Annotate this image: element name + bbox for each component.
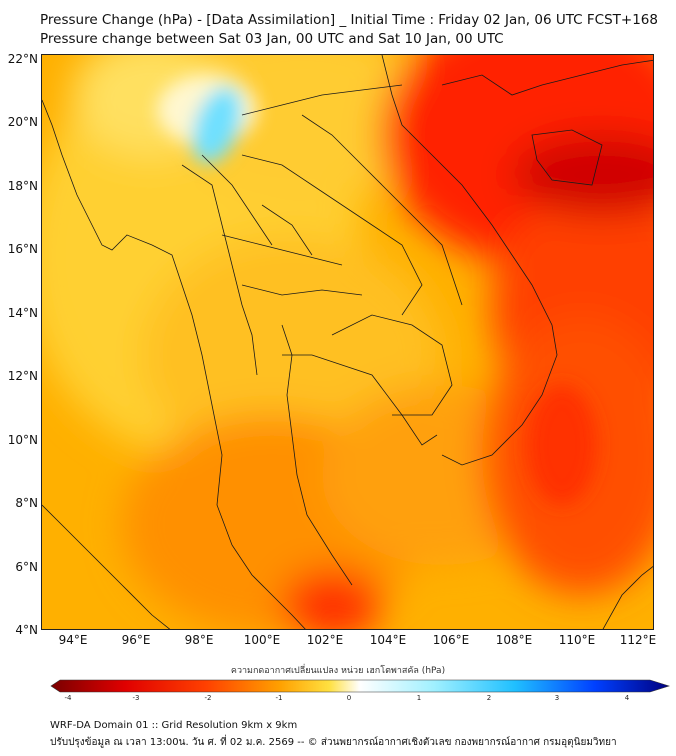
- footer-update-info: ปรับปรุงข้อมูล ณ เวลา 13:00น. วัน ศ. ที่…: [50, 737, 617, 748]
- coastline-gulf-west: [281, 324, 353, 586]
- lat-label: 4°N: [15, 623, 38, 637]
- chart-subtitle: Pressure change between Sat 03 Jan, 00 U…: [40, 31, 504, 47]
- coastline-myanmar: [42, 99, 233, 546]
- colorbar-label: ความกดอากาศเปลี่ยนแปลง หน่วย เฮกโตพาสคัล…: [230, 666, 446, 676]
- lon-label: 110°E: [558, 633, 596, 647]
- lon-label: 108°E: [495, 633, 533, 647]
- lon-label: 106°E: [432, 633, 470, 647]
- lon-label: 100°E: [243, 633, 281, 647]
- border-china-north: [241, 84, 403, 116]
- colorbar-tick: 2: [486, 694, 492, 702]
- lon-label: 112°E: [619, 633, 657, 647]
- coastline-vietnam: [381, 55, 558, 466]
- border-cambodia: [331, 314, 453, 416]
- border-thai-laos: [241, 154, 423, 316]
- lon-label: 96°E: [121, 633, 151, 647]
- colorbar-tick: 3: [554, 694, 560, 702]
- colorbar-tick: -3: [132, 694, 140, 702]
- border-laos-vietnam: [301, 114, 463, 306]
- lat-label: 6°N: [15, 560, 38, 574]
- coastline-hainan: [531, 129, 603, 186]
- footer-domain-info: WRF-DA Domain 01 :: Grid Resolution 9km …: [50, 720, 298, 731]
- field-cyan-patch: [192, 86, 242, 164]
- lon-label: 94°E: [58, 633, 88, 647]
- lon-label: 102°E: [306, 633, 344, 647]
- border-internal-3: [261, 204, 313, 256]
- border-thai-myanmar: [181, 164, 258, 376]
- lat-label: 22°N: [7, 52, 38, 66]
- colorbar-tick: -1: [275, 694, 283, 702]
- colorbar-tick: 1: [416, 694, 422, 702]
- border-internal-4: [201, 154, 273, 246]
- coastline-borneo: [602, 566, 653, 629]
- field-red-south-low: [282, 570, 382, 629]
- coastline-peninsula: [231, 544, 306, 629]
- colorbar-tick: -2: [204, 694, 212, 702]
- lon-label: 104°E: [369, 633, 407, 647]
- colorbar-tick: 0: [346, 694, 352, 702]
- lat-label: 14°N: [7, 306, 38, 320]
- lat-label: 18°N: [7, 179, 38, 193]
- colorbar: [50, 678, 670, 693]
- pressure-change-map: [41, 54, 654, 630]
- colorbar-tick: -4: [64, 694, 72, 702]
- field-red-gulf-east: [527, 385, 597, 505]
- border-internal-2: [241, 284, 363, 296]
- lat-label: 8°N: [15, 496, 38, 510]
- chart-title: Pressure Change (hPa) - [Data Assimilati…: [40, 12, 658, 28]
- coastline-sumatra: [42, 504, 171, 629]
- coastline-china: [441, 59, 653, 96]
- lat-label: 10°N: [7, 433, 38, 447]
- lon-label: 98°E: [184, 633, 214, 647]
- coastline-gulf-north: [282, 354, 438, 446]
- lat-label: 20°N: [7, 115, 38, 129]
- colorbar-gradient: [50, 679, 670, 693]
- field-deep-red-core: [512, 135, 653, 215]
- lat-label: 16°N: [7, 242, 38, 256]
- colorbar-tick: 4: [624, 694, 630, 702]
- lat-label: 12°N: [7, 369, 38, 383]
- border-internal-1: [221, 234, 343, 266]
